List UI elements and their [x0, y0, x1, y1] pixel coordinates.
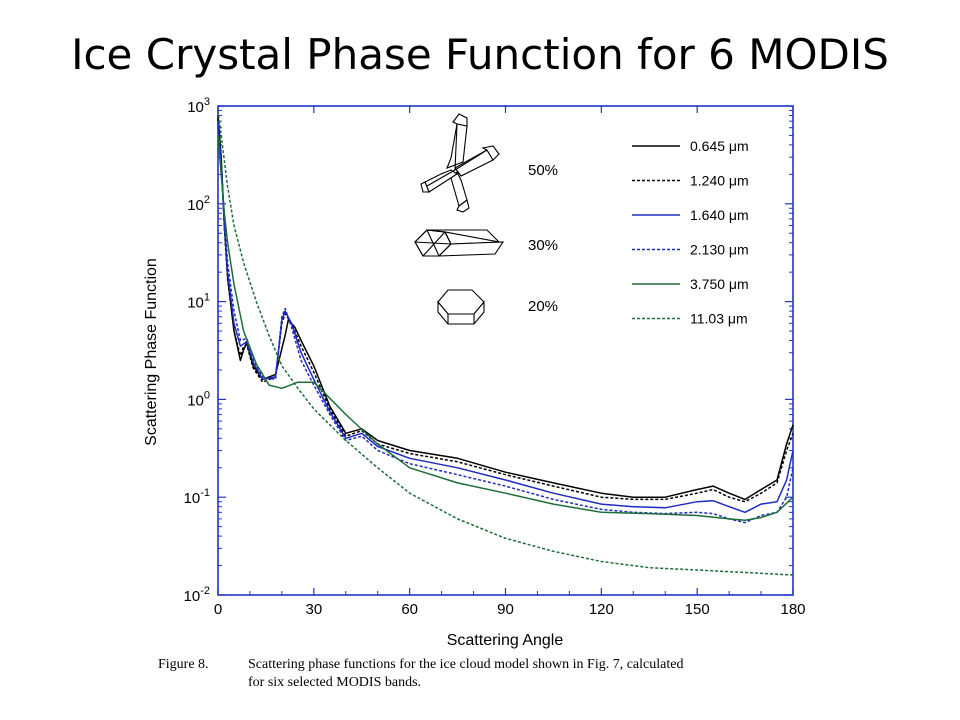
y-axis-label: Scattering Phase Function [143, 258, 160, 446]
y-tick-label: 101 [187, 292, 210, 312]
legend-label-4: 3.750 μm [690, 276, 749, 292]
habit-percent-rosette: 50% [528, 162, 558, 179]
x-tick-label: 150 [685, 601, 710, 618]
x-tick-label: 60 [401, 601, 418, 618]
axis-ticks: 0 30 60 90 120 150 180 10-2 10-1 100 101 102 103 [184, 96, 806, 618]
series-line-0 [217, 115, 794, 501]
caption-label: Figure 8. [158, 657, 209, 672]
x-tick-label: 180 [780, 601, 805, 618]
y-tick-label: 103 [187, 96, 210, 116]
column-icon [414, 229, 505, 257]
legend-label-0: 0.645 μm [690, 138, 749, 154]
habit-percent-column: 30% [528, 237, 558, 254]
caption-line-2: for six selected MODIS bands. [248, 675, 422, 690]
legend-label-1: 1.240 μm [690, 173, 749, 189]
y-tick-label: 100 [187, 389, 210, 409]
legend-label-3: 2.130 μm [690, 242, 749, 258]
figure-caption: Figure 8. Scattering phase functions for … [158, 656, 838, 692]
x-tick-label: 90 [497, 601, 514, 618]
crystal-habits: 50% 30% 20% [414, 113, 558, 325]
phase-function-chart: 0 30 60 90 120 150 180 10-2 10-1 100 101 102 103 0.6… [143, 96, 806, 649]
plate-icon [437, 289, 485, 325]
legend-label-2: 1.640 μm [690, 207, 749, 223]
series-line-2 [217, 121, 794, 514]
x-tick-label: 30 [305, 601, 322, 618]
habit-percent-plate: 20% [528, 298, 558, 315]
y-tick-label: 10-1 [184, 487, 210, 507]
slide-title: Ice Crystal Phase Function for 6 MODIS [71, 30, 889, 79]
legend: 0.645 μm 1.240 μm 1.640 μm 2.130 μm 3.750 μm… [632, 138, 749, 327]
x-tick-label: 0 [214, 601, 222, 618]
legend-label-5: 11.03 μm [690, 311, 748, 327]
bullet-rosette-icon [420, 113, 500, 213]
series-line-3 [217, 124, 794, 524]
series-lines [217, 110, 794, 576]
series-line-1 [217, 118, 794, 503]
y-tick-label: 102 [187, 194, 210, 214]
x-tick-label: 120 [589, 601, 614, 618]
series-line-4 [217, 135, 794, 522]
y-tick-label: 10-2 [184, 585, 210, 605]
series-line-5 [217, 110, 794, 576]
caption-line-1: Scattering phase functions for the ice c… [248, 657, 684, 672]
x-axis-label: Scattering Angle [447, 632, 564, 649]
